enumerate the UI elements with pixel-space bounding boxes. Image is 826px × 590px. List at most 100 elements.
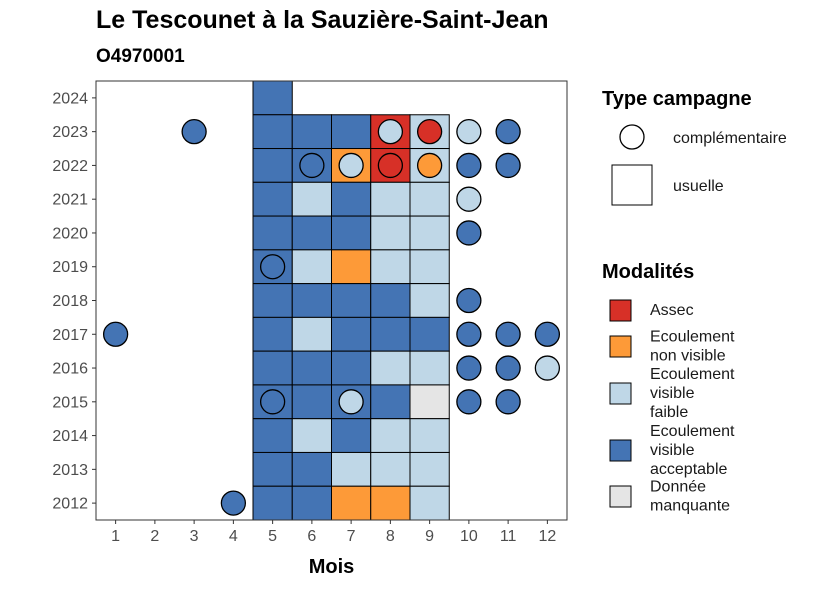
legend-key-DM <box>609 485 632 508</box>
x-tick-label: 5 <box>268 528 277 545</box>
tile-2019-8 <box>370 249 411 285</box>
x-tick-label: 7 <box>347 528 356 545</box>
y-tick-label: 2019 <box>52 259 88 276</box>
tile-2019-7 <box>331 249 372 285</box>
tile-2016-8 <box>370 350 411 386</box>
point-2017-11 <box>495 321 521 347</box>
legend-label-VA: visible <box>650 442 695 459</box>
tile-2017-9 <box>409 316 450 352</box>
legend-square-key <box>611 164 653 206</box>
legend-label-NV: Ecoulement <box>650 329 735 346</box>
point-2015-11 <box>495 389 521 415</box>
tile-2014-7 <box>331 418 372 453</box>
tile-2020-8 <box>370 215 411 251</box>
y-tick-label: 2014 <box>52 428 88 445</box>
y-tick-label: 2022 <box>52 158 88 175</box>
legend-label-DM: Donnée <box>650 479 706 496</box>
legend-label-VF: visible <box>650 385 695 402</box>
tile-2012-8 <box>370 485 411 521</box>
tile-2016-9 <box>409 350 450 386</box>
legend-campagne-label: complémentaire <box>673 130 787 147</box>
point-2015-7 <box>338 389 364 415</box>
legend-label-VA: acceptable <box>650 461 727 478</box>
x-tick-label: 3 <box>190 528 199 545</box>
point-2017-10 <box>456 321 482 347</box>
x-tick-label: 12 <box>538 528 556 545</box>
tile-2013-9 <box>409 451 450 487</box>
tile-2014-9 <box>409 418 450 453</box>
point-2012-4 <box>220 490 247 516</box>
point-2020-10 <box>456 220 482 246</box>
tile-2018-5 <box>252 283 293 318</box>
legend-campagne-label: usuelle <box>673 178 724 195</box>
point-2016-12 <box>534 355 561 381</box>
y-tick-label: 2015 <box>52 394 88 411</box>
tile-2015-9 <box>409 384 450 420</box>
x-tick-label: 11 <box>500 528 517 545</box>
point-2023-8 <box>377 119 404 145</box>
tile-2024-5 <box>252 80 293 116</box>
tile-2018-8 <box>370 283 411 318</box>
tile-2013-7 <box>331 451 372 487</box>
legend-label-VF: faible <box>650 404 688 421</box>
tile-2021-9 <box>409 181 450 217</box>
legend-label-NV: non visible <box>650 348 726 365</box>
tile-2017-5 <box>252 316 293 352</box>
x-tick-label: 8 <box>386 528 395 545</box>
legend-label-VA: Ecoulement <box>650 423 735 440</box>
legend-circle-key <box>619 124 645 150</box>
x-tick-label: 9 <box>425 528 434 545</box>
legend-label-A: Assec <box>650 302 694 319</box>
point-2022-7 <box>338 152 364 179</box>
tile-2015-6 <box>291 384 332 420</box>
point-2023-10 <box>456 119 482 145</box>
legend-key-VA <box>609 439 632 462</box>
tile-2023-5 <box>252 114 293 150</box>
tile-2023-7 <box>331 114 372 150</box>
point-2016-10 <box>456 355 482 381</box>
tile-2017-8 <box>370 316 411 352</box>
tile-2014-5 <box>252 418 293 453</box>
tile-2018-9 <box>409 283 450 318</box>
y-tick-label: 2018 <box>52 293 88 310</box>
y-tick-label: 2021 <box>52 192 88 209</box>
tile-2016-6 <box>291 350 332 386</box>
usuelle-tiles <box>252 80 450 521</box>
point-2017-1 <box>102 321 129 347</box>
tile-2016-7 <box>331 350 372 386</box>
legend-key-NV <box>609 335 632 358</box>
tile-2013-6 <box>291 451 332 487</box>
tile-2013-5 <box>252 451 293 487</box>
point-2022-10 <box>456 152 482 179</box>
tile-2012-6 <box>291 485 332 521</box>
point-2022-8 <box>377 152 404 179</box>
point-2023-9 <box>416 119 443 145</box>
tile-2012-5 <box>252 485 293 521</box>
x-tick-label: 1 <box>111 528 120 545</box>
y-tick-label: 2012 <box>52 496 88 513</box>
point-2023-3 <box>181 119 207 145</box>
x-tick-label: 10 <box>460 528 478 545</box>
point-2022-9 <box>416 152 443 179</box>
chart-title: Le Tescounet à la Sauzière-Saint-Jean <box>96 6 549 34</box>
point-2015-10 <box>456 389 482 415</box>
tile-2020-5 <box>252 215 293 251</box>
tile-2017-6 <box>291 316 332 352</box>
point-2015-5 <box>259 389 286 415</box>
legend-modalites-title: Modalités <box>602 261 694 283</box>
tile-2014-8 <box>370 418 411 453</box>
y-tick-label: 2017 <box>52 327 88 344</box>
tile-2015-8 <box>370 384 411 420</box>
tile-2020-7 <box>331 215 372 251</box>
tile-2020-6 <box>291 215 332 251</box>
y-tick-label: 2020 <box>52 225 88 242</box>
legend: Type campagne complémentaire usuelle Modali… <box>602 88 787 515</box>
tile-2023-6 <box>291 114 332 150</box>
point-2019-5 <box>259 254 286 280</box>
legend-key-A <box>609 299 632 322</box>
tile-2017-7 <box>331 316 372 352</box>
legend-key-VF <box>609 382 632 405</box>
y-tick-label: 2016 <box>52 361 88 378</box>
tile-2012-9 <box>409 485 450 521</box>
y-tick-label: 2023 <box>52 124 88 141</box>
